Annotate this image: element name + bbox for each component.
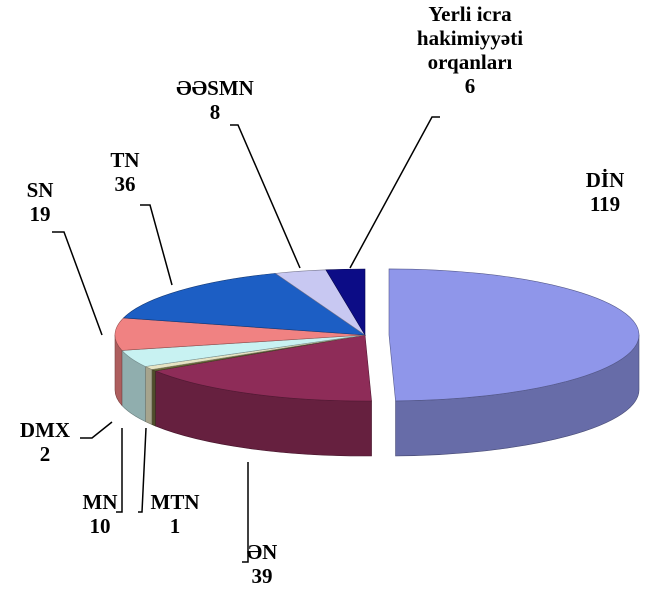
slice-name: TN [110,148,140,172]
leader-line [230,124,301,269]
slice-label: DİN 119 [586,168,625,216]
slice-value: 36 [114,172,136,196]
slice-value: 10 [89,514,111,538]
slice-name: ƏƏSMN [176,76,254,100]
slice [388,268,640,402]
slice-side [151,369,156,427]
slice-value: 119 [589,192,621,216]
slice-name: DİN [585,168,625,192]
leader-line [138,427,147,513]
slice-name: ƏN [246,540,278,564]
slice-side [144,366,153,425]
leader-line [349,116,440,269]
leader-line [80,421,113,439]
leader-line [52,231,103,336]
slice-label: DMX 2 [20,418,70,466]
slice-value: 2 [39,442,51,466]
slice-value: 8 [209,100,221,124]
slice [325,268,366,337]
slice-label: MN 10 [83,490,118,538]
slice-name: DMX [19,418,71,442]
slice [154,334,372,402]
slice-value: 6 [464,74,476,98]
slice-label: TN 36 [110,148,139,196]
slice-name: MTN [150,490,200,514]
slice-name: Yerli icra hakimiyyəti orqanları [416,2,524,74]
slice-label: ƏƏSMN 8 [176,76,254,124]
slice [122,273,367,336]
leader-line [242,462,249,563]
slice-value: 39 [251,564,273,588]
slice-label: MTN 1 [151,490,200,538]
slice-name: SN [26,178,54,202]
slice-label: ƏN 39 [247,540,278,588]
slice-name: MN [82,490,118,514]
slice-value: 1 [169,514,181,538]
slice [114,317,366,351]
leader-line [140,204,173,286]
slice-value: 19 [29,202,51,226]
leader-line [116,428,123,513]
slice-label: Yerli icra hakimiyyəti orqanları 6 [405,2,535,98]
slice-label: SN 19 [27,178,54,226]
